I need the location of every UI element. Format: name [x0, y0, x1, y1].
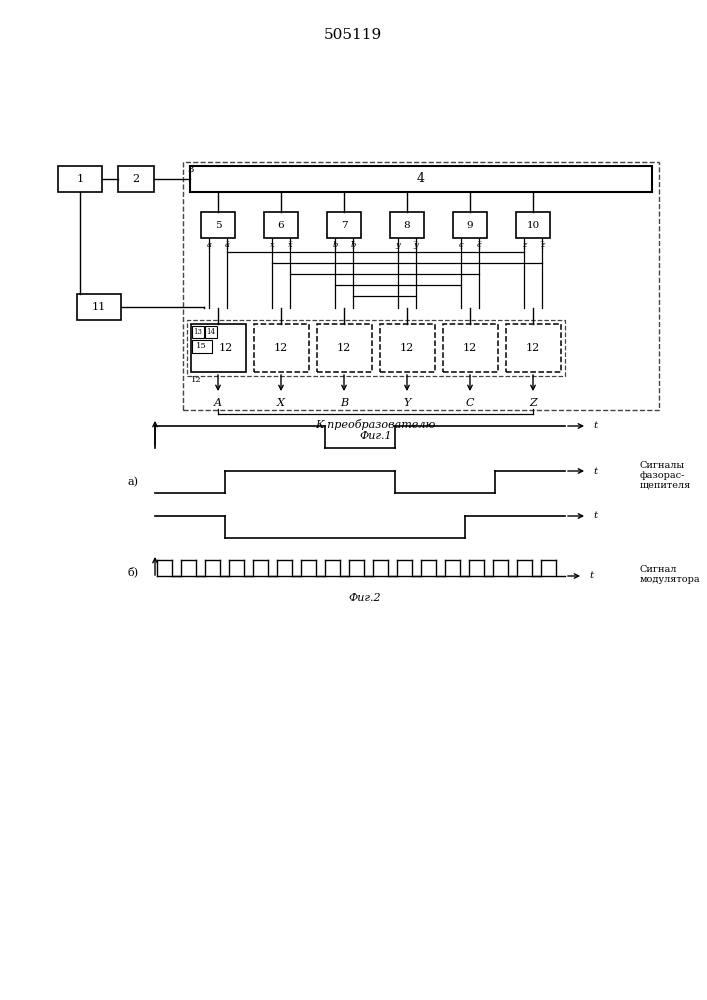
Text: x: x — [269, 241, 274, 249]
Text: t: t — [593, 512, 597, 520]
Bar — [327, 212, 361, 238]
Text: 7: 7 — [341, 221, 347, 230]
Text: 8: 8 — [404, 221, 410, 230]
Text: z̅: z̅ — [540, 241, 544, 249]
Bar — [380, 324, 435, 372]
Bar — [254, 324, 308, 372]
Text: c: c — [459, 241, 463, 249]
Text: Сигналы: Сигналы — [640, 460, 685, 470]
Text: b̅: b̅ — [350, 241, 356, 249]
Text: 14: 14 — [206, 328, 215, 336]
Text: 1: 1 — [76, 174, 83, 184]
Bar — [190, 324, 245, 372]
Text: C: C — [466, 398, 474, 408]
Text: 2: 2 — [132, 174, 139, 184]
Bar — [201, 212, 235, 238]
Bar — [187, 320, 564, 376]
Bar — [118, 166, 154, 192]
Text: ā: ā — [225, 241, 230, 249]
Bar — [77, 294, 121, 320]
Bar — [390, 212, 424, 238]
Bar — [506, 324, 561, 372]
Text: 13: 13 — [193, 328, 202, 336]
Text: Z: Z — [529, 398, 537, 408]
Text: y̅: y̅ — [414, 241, 419, 249]
Text: 12: 12 — [274, 343, 288, 353]
Text: 5: 5 — [215, 221, 221, 230]
Text: 12: 12 — [526, 343, 540, 353]
Text: модулятора: модулятора — [640, 576, 701, 584]
Bar — [190, 166, 652, 192]
Text: a: a — [206, 241, 211, 249]
Text: b: b — [332, 241, 338, 249]
Text: A: A — [214, 398, 222, 408]
Text: 12: 12 — [337, 343, 351, 353]
Text: 10: 10 — [527, 221, 539, 230]
Text: c̅: c̅ — [477, 241, 481, 249]
Text: z: z — [522, 241, 526, 249]
Text: Сигнал: Сигнал — [640, 566, 677, 574]
Text: 9: 9 — [467, 221, 473, 230]
Text: 505119: 505119 — [324, 28, 382, 42]
Bar — [192, 340, 211, 353]
Bar — [453, 212, 487, 238]
Text: 12: 12 — [219, 343, 233, 353]
Text: 15: 15 — [196, 342, 207, 350]
Bar — [516, 212, 550, 238]
Text: t: t — [593, 422, 597, 430]
Bar — [264, 212, 298, 238]
Text: 11: 11 — [92, 302, 106, 312]
Text: X: X — [277, 398, 285, 408]
Text: 6: 6 — [278, 221, 284, 230]
Text: Фиг.1: Фиг.1 — [359, 431, 392, 441]
Bar — [58, 166, 102, 192]
Text: 12: 12 — [191, 376, 201, 384]
Text: Фиг.2: Фиг.2 — [349, 593, 381, 603]
Text: б): б) — [127, 567, 139, 577]
Text: 3: 3 — [187, 165, 194, 174]
Bar — [183, 162, 659, 410]
Bar — [204, 326, 216, 338]
Text: 12: 12 — [463, 343, 477, 353]
Text: щепителя: щепителя — [640, 481, 691, 489]
Text: y: y — [396, 241, 400, 249]
Text: Y: Y — [403, 398, 411, 408]
Text: t: t — [589, 572, 593, 580]
Bar — [443, 324, 498, 372]
Text: t: t — [593, 466, 597, 476]
Text: фазорас-: фазорас- — [640, 471, 685, 480]
Text: 12: 12 — [400, 343, 414, 353]
Text: x̅: x̅ — [288, 241, 293, 249]
Text: 4: 4 — [417, 172, 425, 186]
Text: а): а) — [127, 477, 139, 487]
Bar — [192, 326, 204, 338]
Text: К преобразователю: К преобразователю — [315, 418, 436, 430]
Bar — [317, 324, 371, 372]
Text: B: B — [340, 398, 348, 408]
